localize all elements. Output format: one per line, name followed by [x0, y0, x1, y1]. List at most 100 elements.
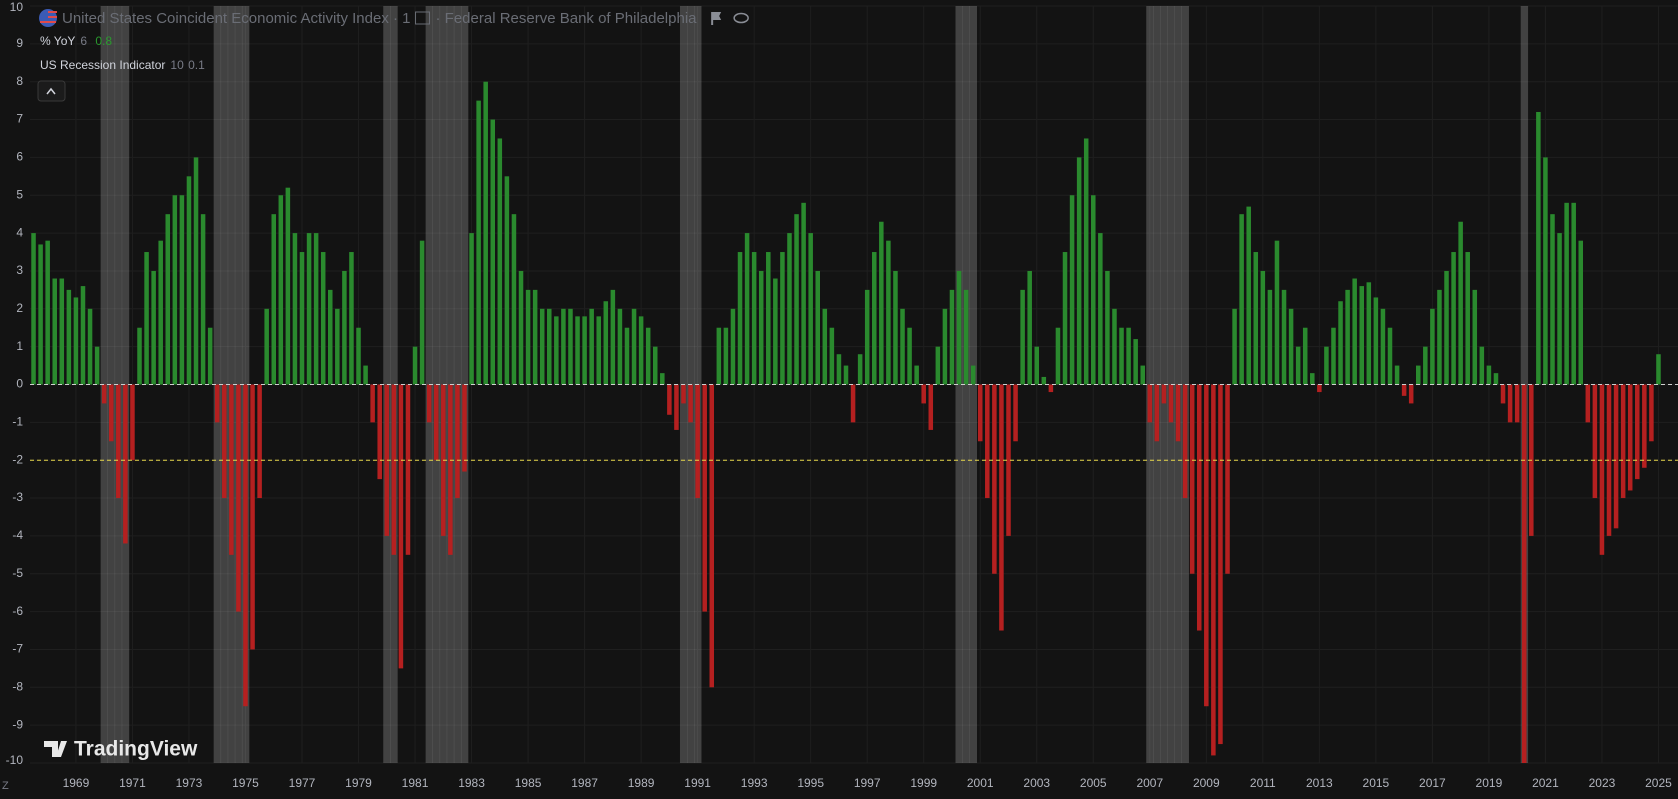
- bar: [652, 346, 658, 385]
- bar: [1366, 282, 1372, 385]
- bar: [257, 384, 262, 499]
- x-tick-label: 1993: [741, 776, 768, 790]
- collapse-button[interactable]: [37, 80, 66, 102]
- bar: [1387, 327, 1393, 385]
- bar: [992, 384, 997, 574]
- legend-name: US Recession Indicator: [40, 58, 165, 72]
- bar: [1140, 365, 1145, 385]
- bar: [1373, 297, 1379, 385]
- x-tick-label: 1999: [910, 776, 937, 790]
- bar: [320, 252, 326, 385]
- x-tick-label: 2019: [1476, 776, 1503, 790]
- x-tick-label: 2003: [1023, 776, 1050, 790]
- bar: [165, 214, 171, 385]
- y-tick-label: -1: [12, 415, 23, 429]
- bar: [292, 233, 298, 385]
- bar: [1034, 346, 1040, 385]
- x-tick-label: 1979: [345, 776, 372, 790]
- y-tick-label: 7: [16, 112, 23, 126]
- bar: [970, 365, 976, 385]
- bar: [271, 214, 277, 385]
- bar: [370, 384, 375, 423]
- bar: [822, 308, 828, 385]
- bar: [1536, 111, 1541, 385]
- bar: [1232, 308, 1237, 385]
- x-tick-label: 1977: [289, 776, 316, 790]
- y-tick-label: -5: [12, 566, 23, 580]
- bar: [1267, 289, 1273, 385]
- bar: [158, 240, 163, 385]
- bar: [1564, 202, 1569, 385]
- bar: [801, 202, 806, 385]
- bar: [688, 384, 693, 423]
- bar: [1423, 346, 1428, 385]
- bar: [808, 233, 813, 385]
- bar: [1437, 289, 1442, 385]
- bar: [38, 244, 43, 385]
- bar: [1331, 327, 1336, 385]
- bar: [568, 308, 573, 385]
- bar: [1062, 252, 1068, 385]
- legend-params: 6: [80, 34, 87, 48]
- bar: [935, 346, 941, 385]
- bar: [80, 286, 86, 385]
- bar: [780, 252, 785, 385]
- y-tick-label: -9: [12, 717, 23, 731]
- collapse-icon: [46, 87, 56, 95]
- bar: [1020, 289, 1025, 385]
- bar: [1557, 233, 1562, 385]
- bar: [829, 327, 835, 385]
- bar: [1055, 327, 1061, 385]
- x-tick-label: 1969: [63, 776, 90, 790]
- x-tick-label: 2007: [1136, 776, 1163, 790]
- bar: [744, 233, 750, 385]
- bar: [539, 308, 545, 385]
- y-tick-label: -3: [12, 490, 23, 504]
- bar: [886, 240, 891, 385]
- bar: [1006, 384, 1011, 536]
- x-tick-label: 1991: [684, 776, 711, 790]
- bar: [596, 316, 601, 385]
- bar: [45, 240, 50, 385]
- bar: [313, 233, 319, 385]
- bar: [864, 289, 870, 385]
- bar: [985, 384, 990, 499]
- bar: [1642, 384, 1647, 468]
- bar: [1401, 384, 1407, 396]
- y-tick-label: 5: [16, 187, 23, 201]
- bar: [356, 327, 361, 385]
- bar: [1147, 384, 1153, 423]
- bar: [561, 308, 566, 385]
- bar: [1627, 384, 1633, 491]
- watermark-text: TradingView: [74, 738, 198, 761]
- bar: [1345, 289, 1350, 385]
- bar: [624, 327, 630, 385]
- corner-label: Z: [2, 780, 9, 792]
- flag-button[interactable]: [711, 12, 722, 25]
- y-tick-label: 4: [16, 225, 23, 239]
- x-tick-label: 1989: [628, 776, 655, 790]
- bar: [850, 384, 856, 423]
- bar: [1027, 270, 1032, 385]
- bar: [956, 270, 962, 385]
- bar: [695, 384, 700, 499]
- bar: [476, 100, 481, 385]
- bar: [123, 384, 128, 544]
- bar: [1458, 221, 1463, 385]
- bar: [674, 384, 679, 430]
- bar: [603, 301, 609, 385]
- x-tick-label: 1971: [119, 776, 146, 790]
- bar: [490, 119, 496, 385]
- y-tick-label: -8: [12, 679, 23, 693]
- bar: [1599, 384, 1605, 555]
- bar: [610, 289, 616, 385]
- bar: [335, 308, 340, 385]
- bar: [1620, 384, 1626, 499]
- bar: [631, 308, 637, 385]
- bar: [214, 384, 220, 423]
- bar: [1635, 384, 1640, 480]
- header-buttons: [711, 12, 749, 25]
- hide-button[interactable]: [733, 12, 749, 24]
- bar: [645, 327, 651, 385]
